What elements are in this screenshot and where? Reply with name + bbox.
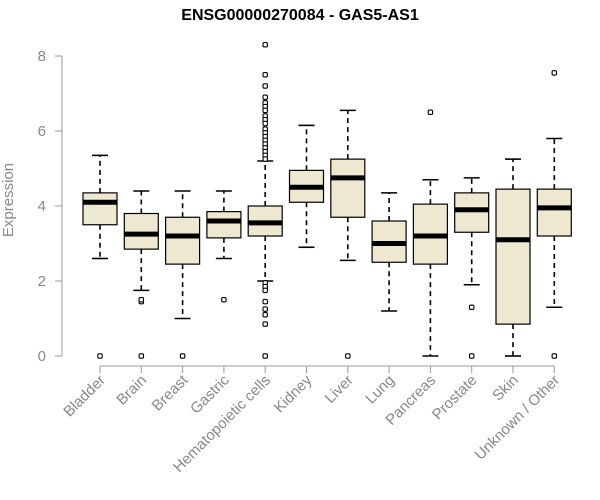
y-tick-label: 0 [38, 348, 46, 365]
box-group [247, 41, 283, 359]
outlier-point [262, 156, 268, 162]
outlier-point [468, 304, 475, 310]
x-tick-label: Kidney [271, 371, 316, 416]
outlier-point [179, 353, 186, 359]
outlier-point [262, 287, 268, 294]
outlier-point [262, 107, 268, 114]
outlier-point [262, 120, 268, 127]
outlier-point [345, 353, 351, 359]
outlier-point [262, 306, 268, 312]
x-tick-label: Liver [322, 372, 357, 407]
outlier-point [551, 70, 558, 76]
box [495, 188, 531, 325]
box [123, 212, 159, 250]
chart-title: ENSG00000270084 - GAS5-AS1 [181, 7, 419, 24]
outlier-point [262, 94, 268, 101]
box-group [82, 154, 118, 359]
y-tick-label: 4 [38, 198, 46, 215]
box-group [495, 158, 531, 357]
box [536, 188, 572, 237]
outlier-point [97, 353, 103, 359]
box-group [454, 177, 490, 359]
box [454, 192, 490, 233]
outlier-point [427, 109, 434, 116]
outlier-point [262, 72, 268, 78]
x-tick-label: Breast [149, 371, 192, 414]
x-tick-label: Lung [362, 372, 398, 408]
outlier-point [468, 353, 475, 359]
x-tick-label: Skin [489, 372, 522, 405]
y-tick-label: 8 [38, 48, 46, 65]
box-group [412, 109, 448, 357]
box [330, 158, 366, 218]
box-group [536, 70, 572, 359]
y-tick-label: 2 [38, 273, 46, 290]
box [165, 216, 201, 265]
outlier-point [262, 41, 268, 48]
outlier-point [262, 83, 268, 89]
box-group [123, 190, 159, 359]
box [82, 192, 118, 226]
box-group [165, 190, 201, 359]
outlier-point [262, 353, 268, 359]
outlier-point [138, 353, 145, 359]
box-group [371, 192, 407, 312]
x-tick-label: Bladder [60, 372, 109, 421]
outlier-point [262, 298, 268, 305]
y-axis-title: Expression [0, 163, 17, 237]
outlier-point [262, 321, 268, 327]
outlier-point [262, 311, 268, 318]
box-group [330, 109, 366, 359]
x-tick-label: Prostate [429, 372, 481, 424]
outlier-point [138, 296, 145, 303]
y-tick-label: 6 [38, 123, 46, 140]
box [206, 211, 242, 239]
outlier-point [221, 296, 227, 303]
x-tick-label: Brain [113, 372, 150, 409]
box-group [288, 124, 325, 249]
outlier-point [551, 353, 558, 359]
box-group [206, 190, 242, 303]
